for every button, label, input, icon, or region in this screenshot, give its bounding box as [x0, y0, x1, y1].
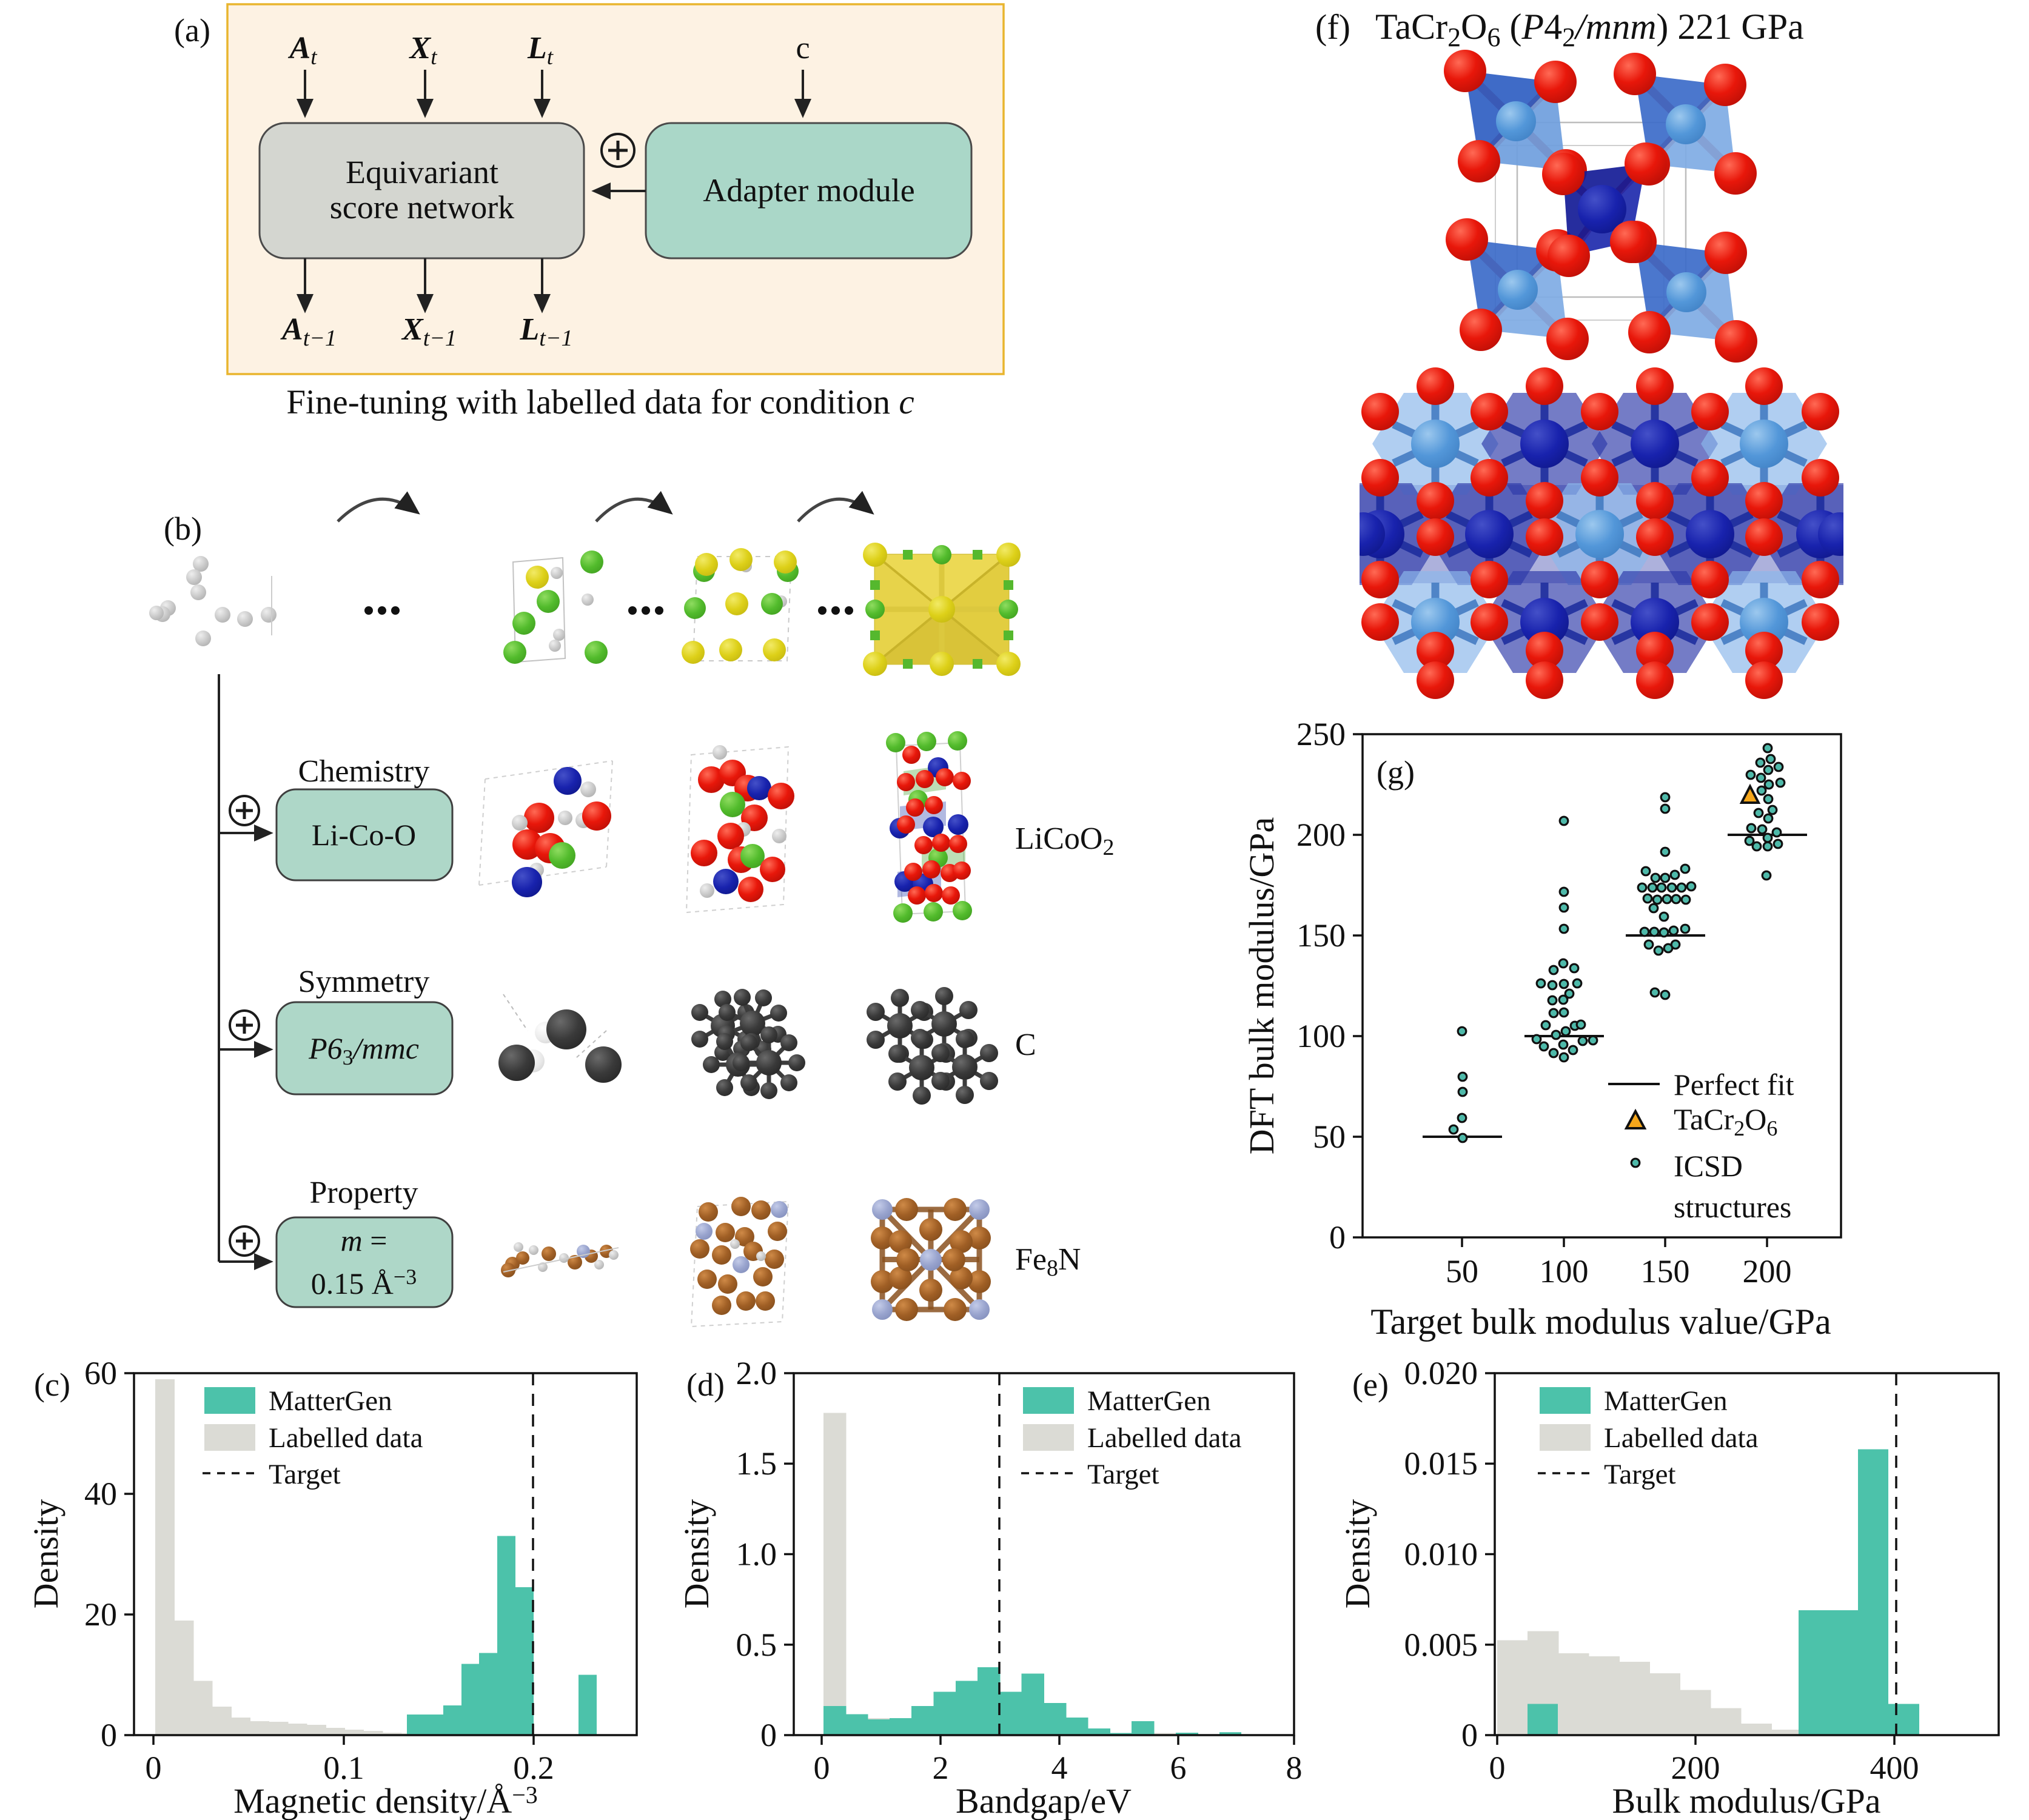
svg-text:score network: score network	[330, 189, 514, 226]
svg-text:Target: Target	[269, 1459, 341, 1490]
svg-text:2: 2	[933, 1750, 949, 1786]
svg-text:0: 0	[814, 1750, 830, 1786]
svg-text:TaCr2O6 (P42/mnm) 221 GPa: TaCr2O6 (P42/mnm) 221 GPa	[1375, 7, 1804, 52]
svg-text:250: 250	[1296, 716, 1346, 752]
svg-text:0: 0	[101, 1717, 117, 1753]
svg-text:(e): (e)	[1352, 1367, 1389, 1403]
svg-text:c: c	[796, 31, 810, 65]
svg-text:Adapter module: Adapter module	[703, 172, 914, 209]
svg-text:1.0: 1.0	[736, 1536, 777, 1573]
svg-text:(b): (b)	[164, 510, 202, 547]
svg-text:0: 0	[146, 1750, 162, 1786]
svg-text:MatterGen: MatterGen	[1087, 1385, 1211, 1417]
svg-text:8: 8	[1286, 1750, 1303, 1786]
svg-text:Labelled data: Labelled data	[1604, 1422, 1759, 1454]
svg-text:Magnetic density/Å−3: Magnetic density/Å−3	[233, 1781, 538, 1820]
svg-text:0.1: 0.1	[323, 1750, 364, 1786]
svg-text:Perfect fit: Perfect fit	[1674, 1068, 1794, 1102]
svg-text:Target: Target	[1087, 1459, 1159, 1490]
svg-text:m =: m =	[341, 1223, 387, 1257]
svg-text:0.010: 0.010	[1404, 1536, 1478, 1573]
svg-text:100: 100	[1296, 1018, 1346, 1054]
svg-text:200: 200	[1296, 817, 1346, 853]
svg-text:Labelled data: Labelled data	[1087, 1422, 1242, 1454]
svg-text:50: 50	[1313, 1119, 1346, 1155]
svg-text:C: C	[1015, 1028, 1036, 1062]
svg-text:(c): (c)	[34, 1367, 70, 1403]
svg-text:2.0: 2.0	[736, 1355, 777, 1391]
svg-text:TaCr2O6: TaCr2O6	[1674, 1102, 1777, 1140]
svg-text:50: 50	[1446, 1253, 1478, 1290]
svg-text:LiCoO2: LiCoO2	[1015, 821, 1114, 860]
svg-text:1.5: 1.5	[736, 1445, 777, 1482]
svg-text:Property: Property	[309, 1176, 418, 1210]
svg-text:Bulk modulus/GPa: Bulk modulus/GPa	[1612, 1781, 1880, 1820]
svg-text:ICSD: ICSD	[1674, 1149, 1743, 1183]
svg-text:Chemistry: Chemistry	[298, 754, 430, 789]
svg-text:(f): (f)	[1315, 7, 1350, 47]
svg-text:Symmetry: Symmetry	[298, 965, 430, 999]
svg-text:60: 60	[84, 1355, 117, 1391]
svg-text:Li-Co-O: Li-Co-O	[312, 818, 416, 852]
svg-text:Labelled data: Labelled data	[269, 1422, 423, 1454]
svg-text:4: 4	[1051, 1750, 1068, 1786]
svg-text:Equivariant: Equivariant	[346, 154, 498, 190]
svg-text:P63/mmc: P63/mmc	[308, 1031, 419, 1069]
svg-text:200: 200	[1671, 1750, 1720, 1786]
svg-text:Density: Density	[26, 1499, 65, 1608]
svg-text:200: 200	[1743, 1253, 1792, 1290]
svg-text:100: 100	[1540, 1253, 1589, 1290]
svg-text:6: 6	[1170, 1750, 1187, 1786]
svg-text:150: 150	[1641, 1253, 1690, 1290]
svg-text:Fe8N: Fe8N	[1015, 1242, 1081, 1281]
svg-text:Density: Density	[677, 1499, 716, 1608]
svg-text:MatterGen: MatterGen	[269, 1385, 392, 1417]
svg-text:(g): (g)	[1377, 754, 1415, 791]
svg-text:DFT bulk modulus/GPa: DFT bulk modulus/GPa	[1242, 817, 1281, 1154]
svg-text:0.15 Å−3: 0.15 Å−3	[311, 1265, 417, 1300]
svg-text:400: 400	[1870, 1750, 1919, 1786]
svg-text:150: 150	[1296, 917, 1346, 954]
svg-text:Target bulk modulus value/GPa: Target bulk modulus value/GPa	[1370, 1302, 1831, 1342]
svg-text:0.020: 0.020	[1404, 1355, 1478, 1391]
svg-text:MatterGen: MatterGen	[1604, 1385, 1728, 1417]
svg-text:structures: structures	[1674, 1190, 1791, 1224]
svg-text:40: 40	[84, 1476, 117, 1512]
svg-text:(d): (d)	[686, 1367, 725, 1403]
svg-text:Fine-tuning with labelled data: Fine-tuning with labelled data for condi…	[286, 383, 914, 421]
svg-text:0: 0	[1489, 1750, 1506, 1786]
svg-text:0: 0	[1329, 1219, 1346, 1256]
svg-text:0.2: 0.2	[513, 1750, 554, 1786]
svg-text:0.005: 0.005	[1404, 1627, 1478, 1663]
svg-text:0: 0	[1461, 1717, 1478, 1753]
svg-text:Target: Target	[1604, 1459, 1676, 1490]
svg-text:Density: Density	[1338, 1499, 1377, 1608]
svg-text:20: 20	[84, 1596, 117, 1633]
svg-text:Bandgap/eV: Bandgap/eV	[956, 1781, 1132, 1820]
svg-text:0: 0	[760, 1717, 777, 1753]
svg-text:0.015: 0.015	[1404, 1445, 1478, 1482]
svg-text:(a): (a)	[174, 12, 210, 49]
svg-text:0.5: 0.5	[736, 1627, 777, 1663]
